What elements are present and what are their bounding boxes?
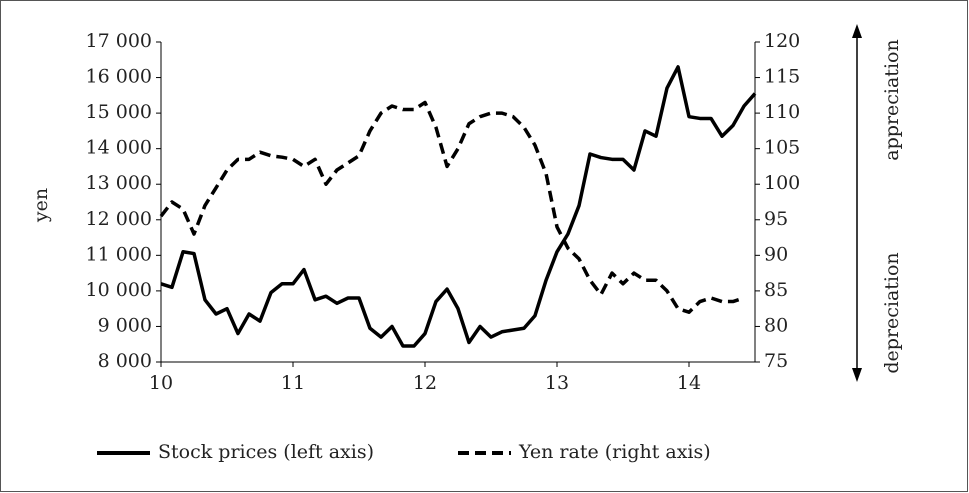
y-tick-label: 17 000 — [86, 30, 152, 52]
legend-label: Yen rate (right axis) — [518, 441, 711, 463]
legend-label: Stock prices (left axis) — [158, 441, 374, 463]
y-tick-label: 11 000 — [86, 243, 152, 265]
y2-tick-label: 110 — [764, 101, 800, 123]
y2-tick-label: 90 — [764, 243, 788, 265]
x-tick-label: 13 — [545, 372, 569, 394]
y-tick-label: 13 000 — [86, 172, 152, 194]
y2-tick-label: 120 — [764, 30, 800, 52]
y2-tick-label: 100 — [764, 172, 800, 194]
y-tick-label: 15 000 — [86, 101, 152, 123]
y2-tick-label: 95 — [764, 208, 788, 230]
arrow-head-up — [852, 24, 862, 38]
y2-tick-label: 115 — [764, 66, 800, 88]
series-line — [159, 100, 745, 314]
x-tick-label: 10 — [149, 372, 173, 394]
y2-tick-label: 75 — [764, 350, 788, 372]
y-tick-label: 8 000 — [98, 350, 152, 372]
arrow-head-down — [852, 368, 862, 382]
y2-tick-label: 80 — [764, 314, 788, 336]
series-line — [160, 65, 757, 348]
annotation: appreciation — [881, 39, 903, 160]
y-tick-label: 12 000 — [86, 208, 152, 230]
x-tick-label: 11 — [281, 372, 305, 394]
y-tick-label: 14 000 — [86, 137, 152, 159]
annotation: depreciation — [881, 252, 903, 373]
x-tick-label: 14 — [677, 372, 701, 394]
y2-tick-label: 105 — [764, 137, 800, 159]
y-tick-label: 10 000 — [86, 279, 152, 301]
y-axis-label: yen — [30, 188, 52, 223]
y2-tick-label: 85 — [764, 279, 788, 301]
x-tick-label: 12 — [413, 372, 437, 394]
y-tick-label: 9 000 — [98, 314, 152, 336]
y-tick-label: 16 000 — [86, 66, 152, 88]
